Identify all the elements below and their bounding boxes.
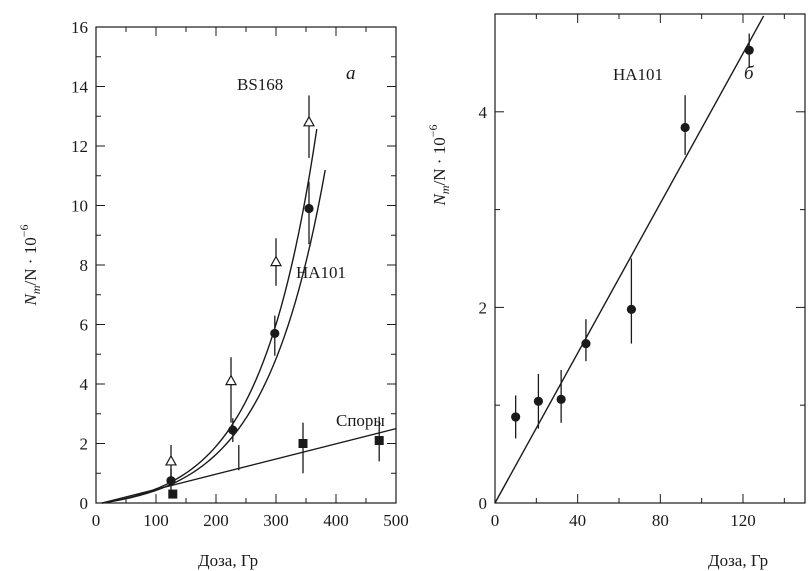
panel-b-ytick-label: 4 xyxy=(479,103,488,122)
panel-a-series-label-bs168: BS168 xyxy=(237,75,283,94)
panel-a-series-2-fit-line xyxy=(101,427,397,504)
panel-b-series-0-point xyxy=(626,304,637,314)
panel-b-chart: 0 40 80 120 0 2 4 HA101 б Доза, Гр Nm/N · 10−6 xyxy=(426,13,806,570)
panel-b-y-label-m: m xyxy=(438,185,452,194)
panel-a-series-0-point xyxy=(302,115,316,127)
panel-a-ticks xyxy=(95,26,397,504)
panel-a-curves xyxy=(101,128,397,504)
panel-a-series-1-point xyxy=(270,328,280,339)
panel-b-series-0-point xyxy=(511,412,521,422)
panel-b-series-0-point xyxy=(680,122,690,133)
panel-b-series-0-point xyxy=(556,394,566,404)
panel-a-y-label-m: m xyxy=(29,285,43,294)
panel-b-y-label-n: N xyxy=(430,192,449,206)
panel-b-series-0-fit-line xyxy=(494,15,765,504)
panel-b-error-bars xyxy=(515,33,750,439)
panel-b-ytick-label: 2 xyxy=(479,298,488,317)
panel-a-series-2-point xyxy=(374,436,384,446)
panel-b-ticks xyxy=(494,14,805,504)
panel-a-series-0-point xyxy=(164,454,178,466)
panel-b-fit-line xyxy=(494,15,765,504)
panel-a-series-label-ha101: HA101 xyxy=(296,263,346,282)
panel-a-xtick-label: 200 xyxy=(203,511,229,530)
panel-a-error-bars xyxy=(170,95,380,493)
panel-b-series-0-point xyxy=(533,396,544,406)
panel-b-xtick-label: 80 xyxy=(652,511,669,530)
panel-a-series-1-point xyxy=(228,425,238,435)
panel-b-y-axis-label: Nm/N · 10−6 xyxy=(426,125,452,207)
panel-a-frame xyxy=(95,26,397,504)
panel-b-letter: б xyxy=(744,63,755,84)
panel-a-xtick-label: 400 xyxy=(323,511,349,530)
panel-a-ytick-label: 4 xyxy=(80,375,89,394)
panel-a-y-label-rest: /N · 10 xyxy=(21,237,40,285)
panel-a-y-label-n: N xyxy=(21,292,40,306)
panel-a-xtick-label: 0 xyxy=(92,511,101,530)
panel-a-xtick-label: 500 xyxy=(383,511,409,530)
panel-a-ytick-label: 14 xyxy=(71,78,89,97)
panel-b-series-0-point xyxy=(744,45,754,55)
panel-a-ytick-label: 2 xyxy=(80,435,89,454)
panel-a-xtick-label: 300 xyxy=(263,511,289,530)
panel-a-series-1-point xyxy=(166,476,176,486)
panel-a-ytick-label: 12 xyxy=(71,137,88,156)
panel-a-ytick-label: 10 xyxy=(71,197,88,216)
panel-a-series-label-spores: Споры xyxy=(336,411,385,430)
panel-b-ytick-label: 0 xyxy=(479,494,488,513)
panel-a-xtick-label: 100 xyxy=(143,511,169,530)
panel-b-points xyxy=(511,45,754,422)
panel-a-points xyxy=(164,115,384,499)
panel-a-ytick-label: 8 xyxy=(80,256,89,275)
panel-b-xtick-label: 40 xyxy=(569,511,586,530)
panel-b-series-0-point xyxy=(581,338,591,349)
panel-a-ytick-label: 6 xyxy=(80,316,89,335)
panel-a-y-axis-label: Nm/N · 10−6 xyxy=(17,225,43,307)
panel-b-series-label-ha101: HA101 xyxy=(613,65,663,84)
panel-a-series-0-curve xyxy=(101,128,318,504)
panel-a-ytick-label: 16 xyxy=(71,18,88,37)
panel-a-letter: а xyxy=(346,63,356,84)
panel-a-series-2-point xyxy=(168,489,178,499)
panel-a-tick-labels: 0 100 200 300 400 500 0 2 4 6 8 10 12 14 16 xyxy=(71,18,409,530)
panel-b-xtick-label: 0 xyxy=(491,511,500,530)
panel-a-series-0-point xyxy=(224,374,238,386)
panel-b-x-axis-label: Доза, Гр xyxy=(708,551,768,570)
panel-b-y-label-rest: /N · 10 xyxy=(430,137,449,185)
panel-a-y-label-exp: −6 xyxy=(17,225,31,238)
panel-a-ytick-label: 0 xyxy=(80,494,89,513)
panel-b-tick-labels: 0 40 80 120 0 2 4 xyxy=(479,103,756,530)
panel-a-series-1-point xyxy=(304,203,314,214)
panel-a-series-1-curve xyxy=(101,169,326,504)
panel-a-chart: 0 100 200 300 400 500 0 2 4 6 8 10 12 14 16 BS168 HA10… xyxy=(17,18,409,570)
panel-a-series-0-point xyxy=(269,255,283,267)
panel-a-series-2-point xyxy=(298,439,308,448)
panel-a-x-axis-label: Доза, Гр xyxy=(198,551,258,570)
panel-b-xtick-label: 120 xyxy=(730,511,756,530)
panel-b-y-label-exp: −6 xyxy=(426,125,440,138)
panel-b-frame xyxy=(494,13,806,504)
